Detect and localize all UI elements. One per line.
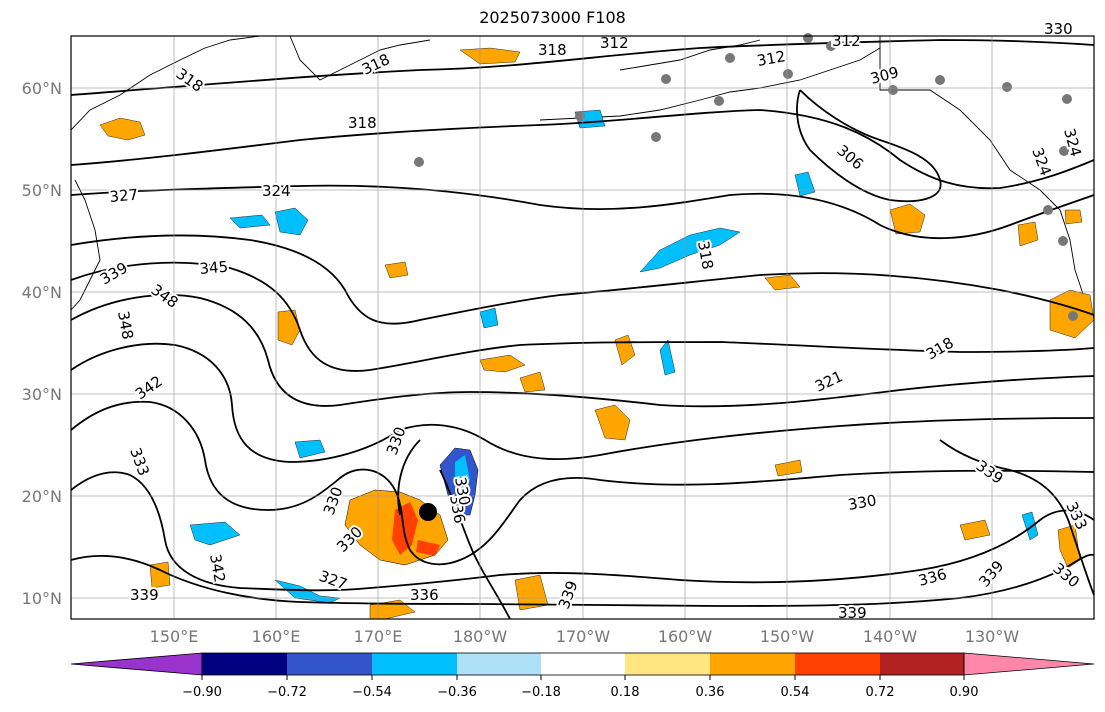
colorbar-tick-label: −0.72 [267,685,307,700]
lon-tick-label: 170°W [556,627,611,646]
contour-label: 336 [410,586,439,604]
contours [70,39,1095,620]
colorbar-segment [795,653,880,675]
storm-center-marker [419,503,437,521]
colorbar-tick-label: −0.36 [437,685,477,700]
colorbar-tick-label: −0.54 [352,685,392,700]
colorbar-segment [710,653,795,675]
colorbar-tick-label: 0.54 [781,685,810,700]
lon-tick-label: 180°W [453,627,508,646]
lat-tick-label: 20°N [22,487,62,506]
colorbar-segment [202,653,287,675]
map-title: 2025073000 F108 [479,8,626,27]
lat-axis-labels: 60°N 50°N 40°N 30°N 20°N 10°N [22,79,62,608]
contour-label: 330 [847,491,878,514]
contour-label: 318 [538,41,567,59]
lon-tick-label: 170°E [354,627,403,646]
lat-tick-label: 30°N [22,385,62,404]
colorbar-tick-label: 0.72 [866,685,895,700]
contour-label: 312 [832,32,861,50]
colorbar-segment [372,653,457,675]
colorbar-tick-label: 0.36 [696,685,725,700]
lat-tick-label: 50°N [22,181,62,200]
colorbar-segment [963,652,1095,676]
lon-tick-label: 160°W [658,627,713,646]
contour-label: 318 [348,114,377,132]
station-dots [414,33,1078,321]
lon-tick-label: 140°W [863,627,918,646]
lat-tick-label: 60°N [22,79,62,98]
contour-label: 312 [600,34,629,52]
lat-tick-label: 10°N [22,589,62,608]
colorbar-tick-label: −0.90 [182,685,222,700]
lat-tick-label: 40°N [22,283,62,302]
colorbar: −0.90 −0.72 −0.54 −0.36 −0.18 0.18 0.36 … [70,652,1095,700]
colorbar-tick-label: 0.18 [611,685,640,700]
lon-tick-label: 130°W [965,627,1020,646]
colorbar-segment [287,653,372,675]
contour-label: 324 [262,182,291,200]
colorbar-tick-label: −0.18 [521,685,561,700]
colorbar-segment [880,653,964,675]
colorbar-tick-label: 0.90 [950,685,979,700]
map-frame [70,35,1095,620]
coastlines [70,35,1095,321]
contour-label: 339 [130,586,159,604]
colorbar-segment [625,653,710,675]
contour-label: 318 [694,240,717,271]
lon-axis-labels: 150°E 160°E 170°E 180°W 170°W 160°W 150°… [150,627,1020,646]
lon-tick-label: 150°E [150,627,199,646]
lon-tick-label: 150°W [760,627,815,646]
colorbar-segment [457,653,541,675]
contour-label: 327 [109,186,139,206]
gridlines [71,36,1094,619]
colorbar-segment [70,652,203,676]
contour-label: 330 [1044,20,1073,38]
contour-label: 345 [199,258,229,278]
colorbar-segment [541,653,625,675]
lon-tick-label: 160°E [252,627,301,646]
